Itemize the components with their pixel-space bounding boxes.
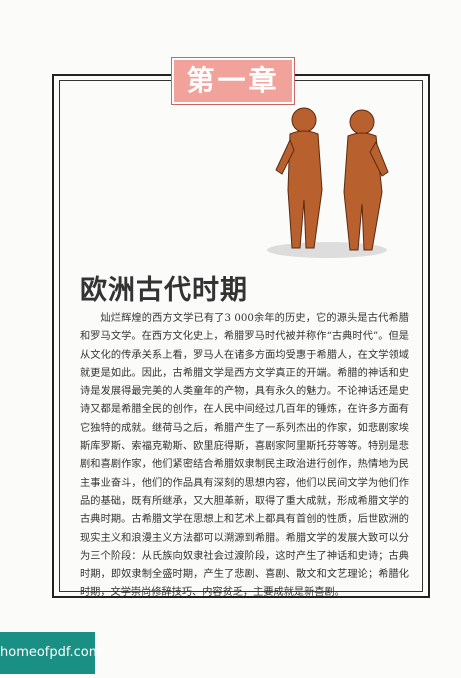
body-paragraph: 灿烂辉煌的西方文学已有了3 000余年的历史，它的源头是古代希腊和罗马文学。在西… xyxy=(80,313,409,599)
watermark: homeofpdf.com xyxy=(0,632,101,674)
section-title: 欧洲古代时期 xyxy=(80,275,248,306)
chapter-heading: 第一章 xyxy=(172,58,294,104)
terracotta-figures xyxy=(267,107,389,258)
